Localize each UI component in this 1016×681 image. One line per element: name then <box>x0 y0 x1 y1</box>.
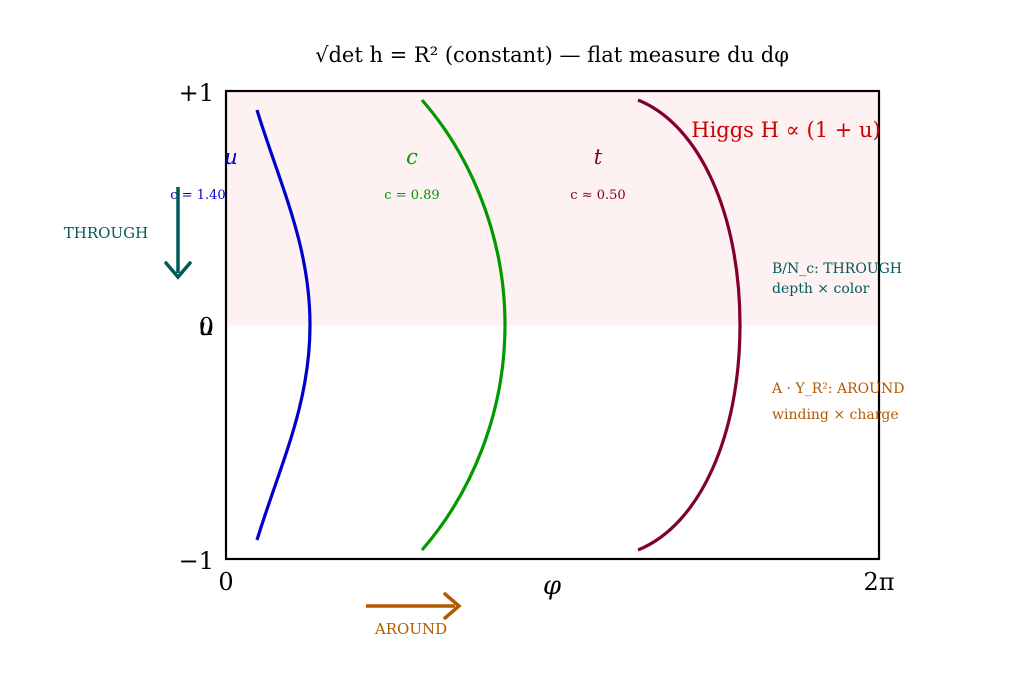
curve-c-c-value: c = 0.89 <box>384 188 439 203</box>
through-arrow-head <box>164 261 192 280</box>
x-axis-left-label: 0 <box>218 568 233 596</box>
diagram-title: √det h = R² (constant) — flat measure du… <box>315 43 789 67</box>
higgs-shaded-region <box>226 91 879 325</box>
y-axis-top-label: +1 <box>179 79 214 107</box>
through-note-line1: B/N_c: THROUGH <box>772 261 902 277</box>
curve-u-c-value: c = 1.40 <box>170 188 225 203</box>
curve-c <box>420 98 507 552</box>
y-axis-bottom-label: −1 <box>179 547 214 575</box>
plot-frame <box>224 89 881 561</box>
around-arrow-label: AROUND <box>374 620 447 638</box>
curve-t-c-value: c ≈ 0.50 <box>570 188 625 203</box>
x-axis-mid-label: φ <box>543 571 562 601</box>
around-note-line2: winding × charge <box>772 407 899 423</box>
curve-t-name: t <box>594 145 603 169</box>
curve-u-name: u <box>224 145 238 169</box>
curve-u <box>255 109 312 541</box>
y-axis-mid-label: 0 <box>199 313 214 341</box>
around-note-line1: A · Y_R²: AROUND <box>771 381 904 397</box>
through-note-line2: depth × color <box>772 281 870 297</box>
higgs-label: Higgs H ∝ (1 + u) <box>691 118 880 142</box>
around-arrow-head <box>443 592 462 620</box>
curve-t <box>637 98 742 552</box>
y-axis-variable-label: u <box>199 313 214 341</box>
curve-c-name: c <box>406 145 418 169</box>
through-arrow-label: THROUGH <box>64 224 148 242</box>
x-axis-right-label: 2π <box>863 568 894 596</box>
